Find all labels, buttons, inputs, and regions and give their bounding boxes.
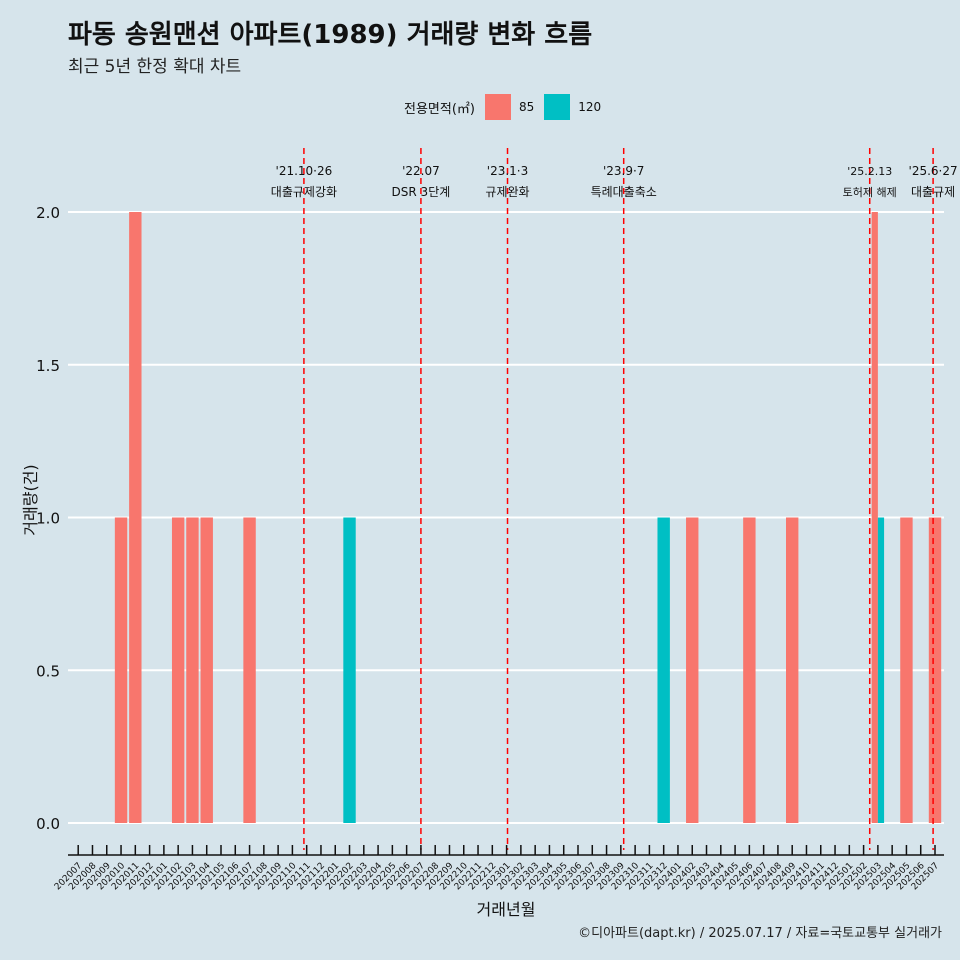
bar-85-202102 <box>171 517 185 823</box>
event-label: 특례대출축소 <box>591 185 657 199</box>
y-tick-label: 1.0 <box>36 510 60 528</box>
chart-title: 파동 송원맨션 아파트(1989) 거래량 변화 흐름 <box>68 20 593 50</box>
event-label: 대출규제 <box>911 185 955 199</box>
bar-85-202107 <box>243 517 256 823</box>
bar-120-202312 <box>657 517 670 823</box>
legend-key-85 <box>484 94 511 120</box>
legend-label-85: 85 <box>518 100 535 114</box>
x-axis-title: 거래년월 <box>477 900 536 919</box>
event-date-label: '21.10·26 <box>276 164 333 178</box>
event-label: 규제완화 <box>485 185 529 199</box>
bar-85-202406 <box>743 517 756 823</box>
event-label: 토허제 해제 <box>843 185 897 199</box>
event-date-label: '25.6·27 <box>909 164 958 178</box>
event-date-label: '23.1·3 <box>487 164 528 178</box>
bar-85-202503 <box>871 212 878 823</box>
legend-key-120 <box>544 94 571 120</box>
legend-label-120: 120 <box>578 100 602 114</box>
y-tick-label: 0.5 <box>36 662 60 680</box>
y-axis-title: 거래량(건) <box>21 464 40 535</box>
y-tick-label: 1.5 <box>36 357 60 375</box>
bar-85-202505 <box>900 517 913 823</box>
y-tick-label: 0.0 <box>36 815 60 833</box>
event-label: DSR 3단계 <box>392 185 451 199</box>
bar-85-202402 <box>686 517 699 823</box>
legend-title: 전용면적(㎡) <box>404 101 475 117</box>
y-tick-label: 2.0 <box>36 204 60 222</box>
legend: 전용면적(㎡) 85 120 <box>404 92 611 122</box>
event-label: 대출규제강화 <box>271 185 337 199</box>
event-date-label: '25.2.13 <box>847 165 892 178</box>
event-date-label: '22.07 <box>402 164 440 178</box>
bar-120-202503 <box>877 517 885 823</box>
bar-85-202010 <box>114 517 128 823</box>
bar-85-202103 <box>186 517 199 823</box>
bar-85-202011 <box>129 212 142 823</box>
bar-120-202202 <box>343 517 356 823</box>
event-date-label: '23.9·7 <box>603 164 644 178</box>
chart-subtitle: 최근 5년 한정 확대 차트 <box>68 57 242 77</box>
bar-85-202409 <box>786 517 799 823</box>
caption: ©디아파트(dapt.kr) / 2025.07.17 / 자료=국토교통부 실… <box>578 926 942 941</box>
bar-85-202104 <box>200 517 213 823</box>
bar-85-202507 <box>928 517 942 823</box>
